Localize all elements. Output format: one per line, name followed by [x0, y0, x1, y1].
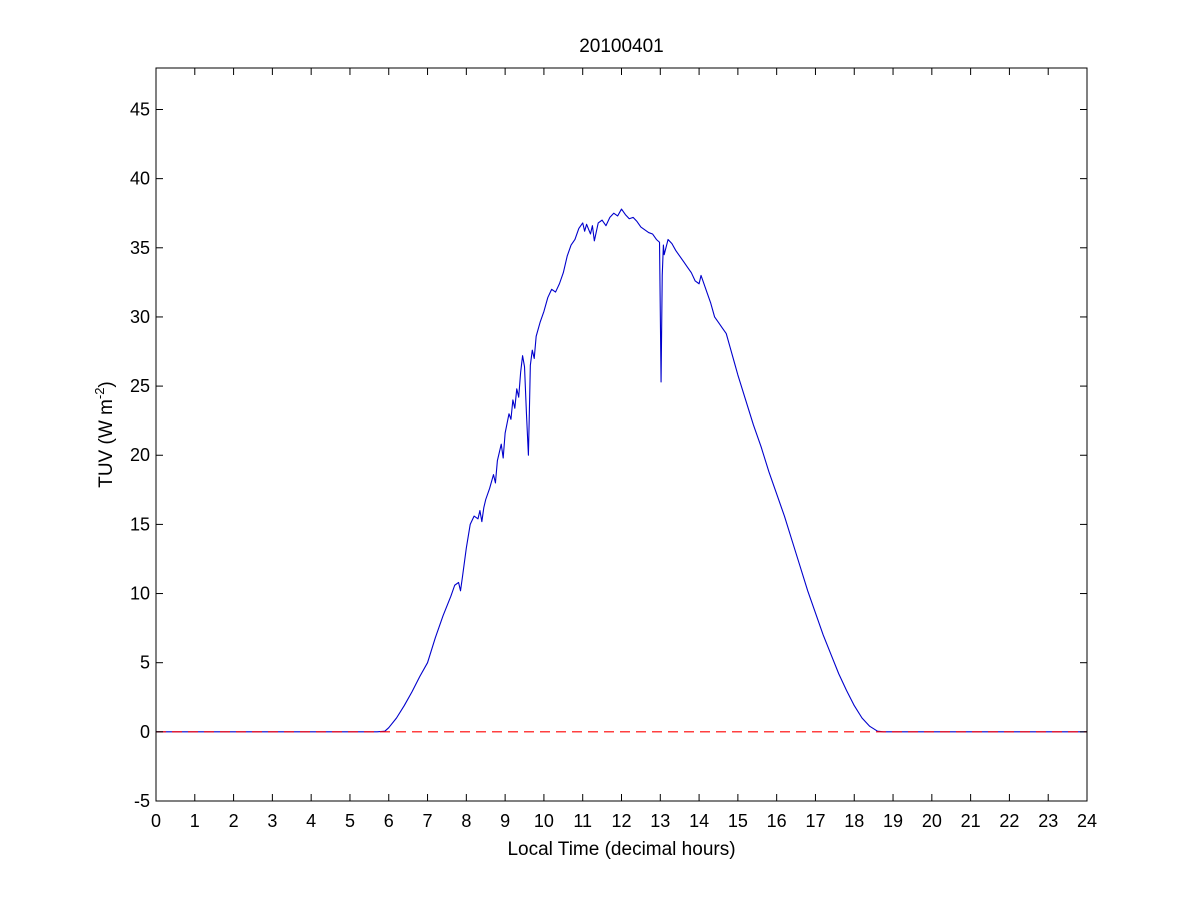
- y-tick-label: 25: [130, 376, 150, 396]
- x-tick-label: 5: [345, 811, 355, 831]
- y-axis-title-main: TUV (W m: [96, 399, 117, 488]
- y-tick-label: 0: [140, 722, 150, 742]
- x-tick-label: 9: [500, 811, 510, 831]
- x-tick-label: 7: [423, 811, 433, 831]
- tuv-series-line: [156, 208, 1087, 733]
- y-tick-label: 10: [130, 584, 150, 604]
- x-tick-label: 15: [728, 811, 748, 831]
- x-tick-label: 17: [805, 811, 825, 831]
- y-tick-label: 40: [130, 169, 150, 189]
- chart-title: 20100401: [579, 36, 664, 57]
- x-tick-label: 1: [190, 811, 200, 831]
- x-tick-label: 11: [573, 811, 592, 831]
- tick-layer: 0 1 2 3 4 5 6 7 8 9 10 11 12 13 14 15 16 17 18 19 20 21 22 23 24…: [130, 68, 1097, 831]
- x-tick-label: 13: [650, 811, 670, 831]
- x-tick-label: 16: [767, 811, 787, 831]
- x-tick-label: 24: [1077, 811, 1097, 831]
- y-axis-title-suffix: ): [96, 381, 117, 387]
- x-tick-label: 10: [534, 811, 554, 831]
- y-tick-label: 30: [130, 307, 150, 327]
- x-tick-label: 0: [151, 811, 161, 831]
- y-tick-label: 20: [130, 445, 150, 465]
- x-tick-label: 21: [961, 811, 981, 831]
- x-tick-label: 8: [461, 811, 471, 831]
- y-tick-label: 35: [130, 238, 150, 258]
- y-tick-label: 5: [140, 653, 150, 673]
- x-tick-label: 2: [229, 811, 239, 831]
- series-layer: [156, 208, 1087, 733]
- x-tick-label: 4: [306, 811, 316, 831]
- x-tick-label: 6: [384, 811, 394, 831]
- x-tick-label: 12: [611, 811, 631, 831]
- x-tick-label: 20: [922, 811, 942, 831]
- y-tick-label: 45: [130, 99, 150, 119]
- x-tick-label: 23: [1038, 811, 1058, 831]
- y-tick-label: 15: [130, 514, 150, 534]
- x-tick-label: 3: [267, 811, 277, 831]
- y-axis-title: TUV (W m-2): [92, 381, 117, 488]
- plot-area: [156, 68, 1087, 801]
- x-tick-label: 22: [999, 811, 1019, 831]
- y-tick-label: -5: [134, 791, 150, 811]
- x-axis-title: Local Time (decimal hours): [507, 839, 735, 860]
- x-tick-label: 19: [883, 811, 903, 831]
- y-axis-title-superscript: -2: [92, 388, 107, 400]
- x-tick-label: 14: [689, 811, 709, 831]
- x-tick-label: 18: [844, 811, 864, 831]
